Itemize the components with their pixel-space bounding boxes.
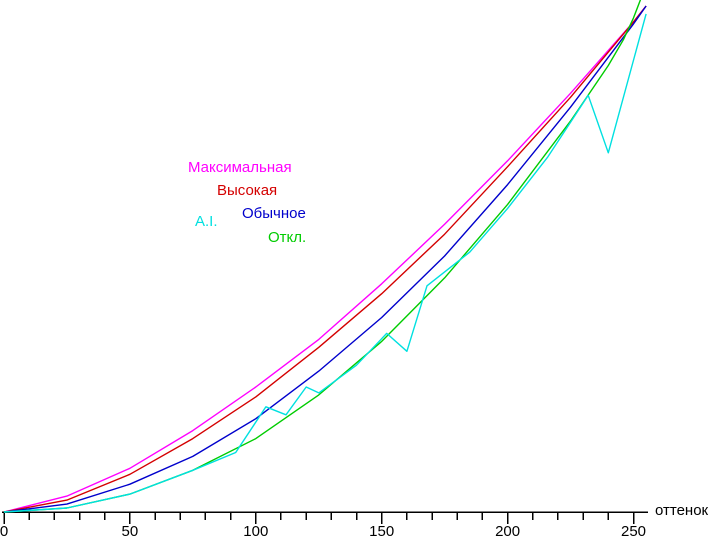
legend-label-otkl: Откл. (268, 229, 307, 246)
x-tick-label: 250 (620, 523, 647, 540)
legend-label-obychnoe: Обычное (242, 205, 306, 222)
legend-label-maksimalnaya: Максимальная (188, 159, 292, 176)
x-tick-label: 0 (0, 523, 9, 540)
x-tick-label: 50 (121, 523, 139, 540)
x-tick-label: 200 (495, 523, 521, 540)
legend-label-vysokaya: Высокая (217, 182, 278, 199)
x-tick-label: 100 (243, 523, 269, 540)
curve-ai (3, 13, 647, 513)
curve-otkl (3, 0, 642, 513)
x-axis-title: оттенок (655, 502, 709, 519)
curve-obychnoe (3, 5, 647, 513)
x-tick-label: 150 (369, 523, 395, 540)
legend-label-ai: A.I. (195, 213, 218, 230)
curve-maksimalnaya (3, 5, 647, 513)
curve-vysokaya (3, 5, 647, 513)
